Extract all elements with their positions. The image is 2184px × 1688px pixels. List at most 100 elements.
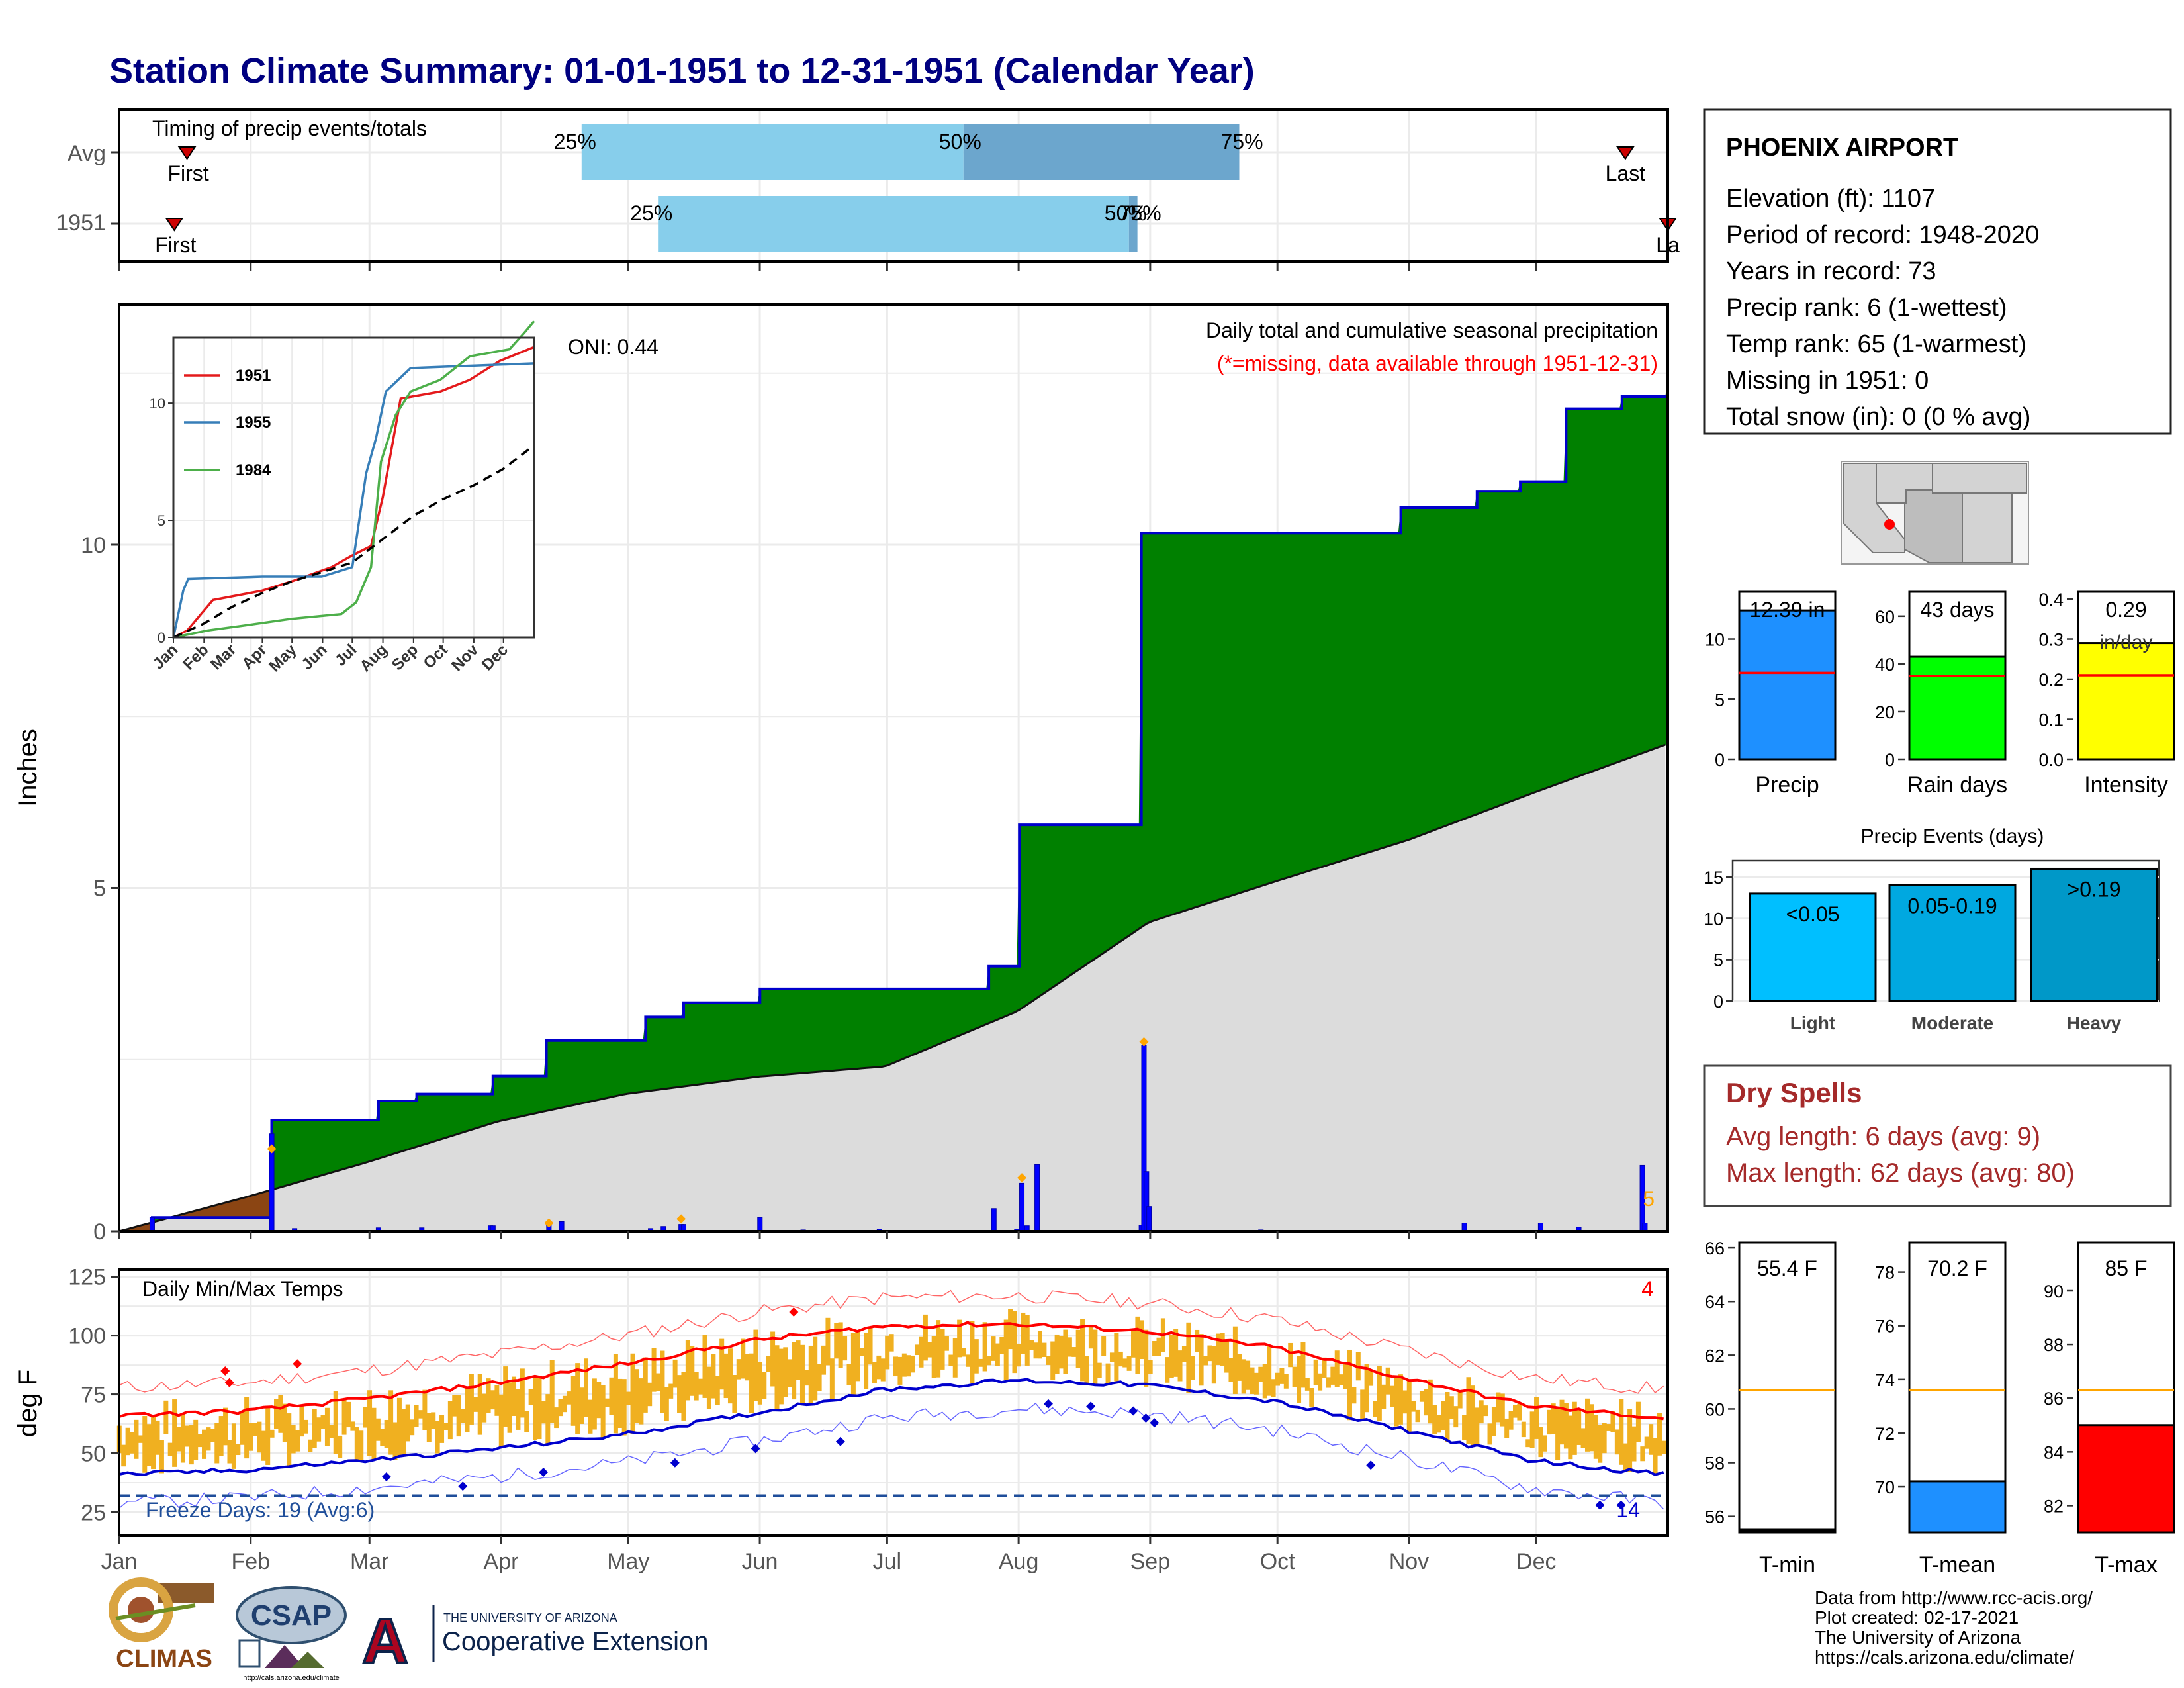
temp-summary-y-tick-label: 64 (1705, 1292, 1725, 1312)
events-bar-label: >0.19 (2068, 877, 2121, 901)
summary-bar-value (2077, 642, 2175, 761)
temp-range-bar (439, 1415, 445, 1443)
events-category-label: Light (1790, 1013, 1835, 1033)
precip-record-marker (676, 1214, 686, 1224)
temp-range-bar (176, 1427, 181, 1452)
temp-range-bar (702, 1335, 707, 1398)
temp-range-bar (180, 1413, 185, 1463)
footer-line-1: Data from http://www.rcc-acis.org/ (1815, 1587, 2093, 1608)
temp-summary-value-label: 70.2 F (1927, 1256, 1987, 1280)
temp-range-bar (1326, 1377, 1331, 1388)
temp-range-bar (1003, 1319, 1009, 1380)
temp-summary-value-bar (2077, 1424, 2175, 1534)
temp-range-bar (778, 1348, 784, 1405)
summary-y-tick-label: 5 (1715, 690, 1725, 710)
record-min-marker (1128, 1406, 1138, 1416)
temp-range-bar (1360, 1389, 1365, 1421)
temp-range-bar (435, 1421, 440, 1454)
temp-range-bar (901, 1353, 907, 1377)
precip-events-title: Precip Events (days) (1861, 825, 2044, 847)
observed-cumulative-line (119, 381, 1669, 1233)
temp-range-bar (1619, 1399, 1624, 1465)
footer-line-3: The University of Arizona (1815, 1627, 2021, 1648)
temp-range-bar (1241, 1359, 1246, 1394)
temp-range-bar (520, 1368, 525, 1418)
temp-range-bar (202, 1429, 207, 1459)
inset-x-tick-label: Jun (298, 641, 330, 673)
map-state-nm (1962, 492, 2013, 563)
temp-range-bar (1067, 1337, 1072, 1357)
temp-range-bar (1521, 1421, 1526, 1438)
temp-range-bar (1021, 1312, 1026, 1354)
dry-spells-title: Dry Spells (1726, 1077, 1862, 1108)
record-min-marker (1595, 1500, 1605, 1510)
temp-range-bar (151, 1415, 156, 1470)
temp-range-bar (660, 1350, 665, 1413)
temp-panel-title: Daily Min/Max Temps (142, 1277, 343, 1301)
temp-range-bar (308, 1439, 313, 1452)
timing-bar-q50-q75 (963, 124, 1240, 180)
temp-range-bar (651, 1348, 657, 1392)
temp-range-bar (1313, 1359, 1318, 1385)
temp-range-bar (1042, 1342, 1047, 1357)
temp-range-bar (940, 1328, 945, 1370)
temp-range-bar (1589, 1404, 1594, 1452)
temp-range-bar (1432, 1405, 1437, 1434)
month-tick-label: Apr (484, 1549, 519, 1574)
month-tick-label: Mar (350, 1549, 389, 1574)
temp-range-bar (864, 1332, 869, 1389)
temp-range-bar (813, 1336, 818, 1401)
temp-range-bar (1156, 1337, 1161, 1356)
precip-record-marker (1139, 1037, 1149, 1047)
temp-range-bar (732, 1375, 737, 1413)
temp-summary-value-bar (1908, 1480, 2007, 1534)
temp-range-bar (1122, 1358, 1128, 1368)
temp-range-bar (987, 1356, 992, 1366)
temp-range-bar (821, 1345, 827, 1375)
temp-range-bar (1529, 1411, 1535, 1448)
temp-range-bar (995, 1343, 1000, 1366)
temp-range-bar (252, 1423, 257, 1436)
temp-range-bar (414, 1405, 419, 1427)
temp-range-bar (999, 1336, 1005, 1354)
temp-range-bar (1627, 1409, 1633, 1472)
timing-pct-label: 25% (554, 130, 596, 154)
summary-bar-value (1908, 655, 2007, 761)
inset-background (173, 338, 534, 637)
oni-label: ONI: 0.44 (568, 335, 659, 359)
temp-y-tick-label: 50 (81, 1441, 106, 1466)
temp-summary-y-tick-label: 88 (2044, 1335, 2064, 1355)
precip-y-tick-label: 5 (93, 876, 106, 901)
avg-max-line (118, 1321, 1664, 1421)
temp-range-bar (706, 1366, 711, 1409)
temp-range-bar (363, 1406, 368, 1428)
temp-range-bar (1203, 1356, 1208, 1366)
inset-x-tick-label: Dec (478, 641, 512, 674)
temp-y-tick-label: 75 (81, 1383, 106, 1408)
record-min-marker (1044, 1399, 1053, 1409)
inset-x-tick-label: Feb (179, 641, 212, 673)
temp-range-bar (316, 1417, 322, 1442)
temp-range-bar (1165, 1357, 1170, 1383)
temp-range-bar (1211, 1346, 1216, 1384)
record-min-marker (751, 1444, 760, 1454)
events-y-tick-label: 15 (1704, 868, 1723, 888)
precip-y-label: Inches (13, 729, 42, 807)
temp-range-bar (1118, 1351, 1123, 1367)
temp-range-bar (1513, 1405, 1518, 1418)
temp-range-bar (244, 1397, 250, 1459)
dry-spells-box: Dry Spells Avg length: 6 days (avg: 9) M… (1703, 1064, 2172, 1207)
temp-range-bar (584, 1358, 589, 1417)
temp-range-bar (1250, 1367, 1255, 1394)
temp-range-bar (295, 1430, 300, 1452)
temp-range-bar (919, 1336, 924, 1368)
temp-range-bar (970, 1321, 975, 1383)
temp-frame (118, 1268, 1669, 1537)
precip-areas (118, 381, 1669, 1233)
temp-range-bar (931, 1336, 936, 1378)
temp-range-bar (227, 1440, 232, 1464)
station-period: Period of record: 1948-2020 (1726, 221, 2039, 249)
temp-range-bar (799, 1344, 805, 1403)
temp-range-bar (469, 1374, 474, 1425)
